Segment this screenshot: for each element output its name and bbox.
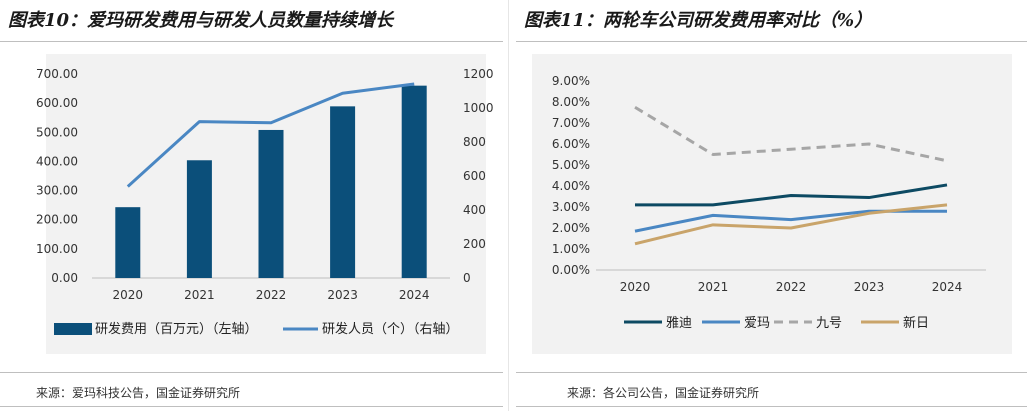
- series-line-3: [634, 203, 948, 246]
- x-tick-label: 2024: [399, 288, 430, 302]
- y-tick-label: 7.00%: [552, 116, 590, 130]
- y-left-tick-label: 200.00: [36, 213, 78, 227]
- legend-label-2: 九号: [816, 316, 842, 331]
- right-source-rule: [516, 372, 1027, 373]
- y-tick-label: 3.00%: [552, 200, 590, 214]
- bar-rd-expense: [186, 160, 212, 278]
- right-chart-svg: 0.00% 1.00% 2.00% 3.00% 4.00% 5.00% 6.00% 7.00%…: [552, 74, 986, 331]
- left-chart-title: 图表10：爱玛研发费用与研发人员数量持续增长: [8, 10, 394, 31]
- legend-bar-label: 研发费用（百万元）（左轴）: [95, 321, 258, 337]
- legend-label-0: 雅迪: [666, 316, 692, 331]
- right-chart-area: [532, 54, 1012, 354]
- y-right-tick-label: 600: [463, 169, 486, 183]
- y-right-tick-label: 400: [463, 203, 486, 217]
- y-right-tick-label: 1200: [463, 67, 494, 81]
- x-tick-label: 2021: [184, 288, 215, 302]
- y-left-tick-label: 400.00: [36, 154, 78, 168]
- y-tick-label: 6.00%: [552, 137, 590, 151]
- x-tick-label: 2022: [776, 280, 807, 294]
- y-tick-label: 0.00%: [552, 263, 590, 277]
- legend-label-1: 爱玛: [744, 316, 770, 331]
- right-bottom-rule: [516, 406, 1027, 407]
- series-line-2: [634, 105, 948, 163]
- series-line-0: [635, 183, 948, 207]
- left-chart-panel: 图表10：爱玛研发费用与研发人员数量持续增长 0.00 100.00 200.00 3…: [0, 0, 503, 411]
- left-source-rule: [0, 372, 503, 373]
- left-chart-svg: 0.00 100.00 200.00 300.00 400.00 500.00 600.00…: [36, 67, 494, 337]
- right-source-note: 来源：各公司公告，国金证券研究所: [567, 386, 760, 400]
- left-bottom-rule: [0, 406, 503, 407]
- right-title-rule: [516, 41, 1027, 42]
- y-tick-label: 9.00%: [552, 74, 590, 88]
- x-tick-label: 2023: [854, 280, 885, 294]
- legend-label-3: 新日: [903, 315, 929, 331]
- y-tick-label: 8.00%: [552, 95, 590, 109]
- x-tick-label: 2024: [932, 280, 963, 294]
- bar-rd-expense: [258, 129, 284, 278]
- y-right-tick-label: 1000: [463, 101, 494, 115]
- y-left-tick-label: 700.00: [36, 67, 78, 81]
- y-right-tick-label: 200: [463, 237, 486, 251]
- y-left-tick-label: 500.00: [36, 125, 78, 139]
- x-tick-label: 2021: [698, 280, 729, 294]
- y-right-tick-label: 800: [463, 135, 486, 149]
- y-tick-label: 4.00%: [552, 179, 590, 193]
- left-source-note: 来源：爱玛科技公告，国金证券研究所: [36, 386, 241, 400]
- y-tick-label: 5.00%: [552, 158, 590, 172]
- y-right-tick-label: 0: [463, 271, 471, 285]
- left-title-rule: [0, 41, 503, 42]
- right-chart-title: 图表11：两轮车公司研发费用率对比（%）: [524, 10, 873, 31]
- bar-rd-expense: [330, 106, 356, 278]
- y-tick-label: 2.00%: [552, 221, 590, 235]
- panel-divider: [508, 0, 509, 411]
- y-left-tick-label: 600.00: [36, 96, 78, 110]
- bar-rd-expense: [115, 207, 141, 278]
- x-tick-label: 2020: [113, 288, 144, 302]
- legend-line-label: 研发人员（个）（右轴）: [322, 321, 459, 337]
- y-left-tick-label: 300.00: [36, 184, 78, 198]
- right-chart-panel: 图表11：两轮车公司研发费用率对比（%） 0.00% 1.00% 2.00% 3.00…: [516, 0, 1027, 411]
- legend-bar-swatch: [54, 323, 92, 335]
- x-tick-label: 2022: [256, 288, 287, 302]
- y-left-tick-label: 0.00: [51, 271, 78, 285]
- x-tick-label: 2020: [620, 280, 651, 294]
- x-tick-label: 2023: [327, 288, 358, 302]
- bar-rd-expense: [401, 85, 427, 279]
- y-left-tick-label: 100.00: [36, 242, 78, 256]
- y-tick-label: 1.00%: [552, 242, 590, 256]
